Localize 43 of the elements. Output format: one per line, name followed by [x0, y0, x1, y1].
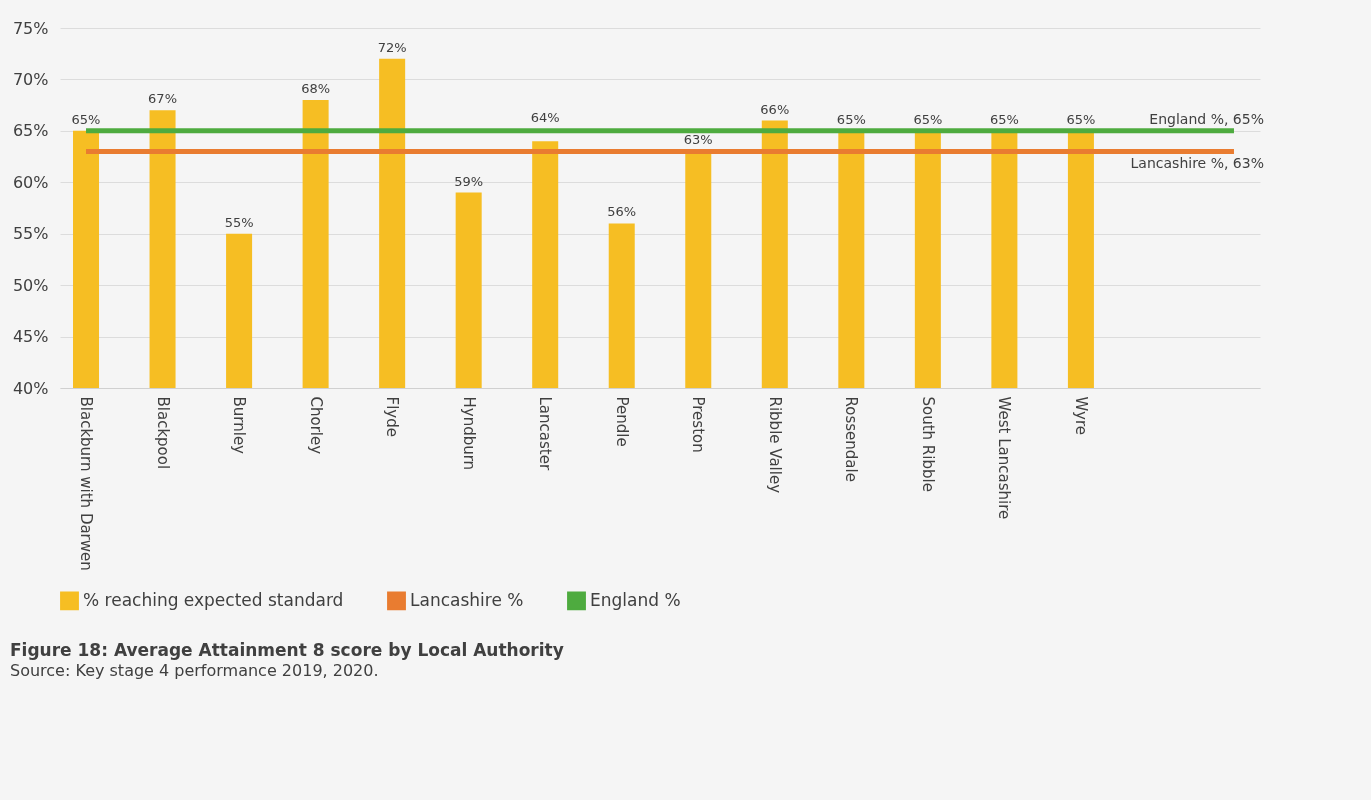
- y-tick-label: 40%: [12, 378, 49, 398]
- data-label: 67%: [148, 91, 177, 107]
- x-tick-label: Ribble Valley: [765, 396, 784, 494]
- data-label: England %, 65%: [1149, 110, 1264, 127]
- data-label: 64%: [530, 110, 560, 126]
- x-tick-label: Hyndburn: [459, 396, 478, 471]
- x-tick-label: Chorley: [306, 396, 325, 455]
- y-tick-label: 50%: [12, 275, 49, 295]
- y-tick-label: 70%: [12, 69, 49, 89]
- y-tick-label: 75%: [12, 18, 49, 38]
- data-label: 68%: [301, 81, 331, 96]
- data-label: Lancashire %, 63%: [1130, 155, 1264, 172]
- data-label: 66%: [760, 101, 790, 117]
- x-tick-label: West Lancashire: [995, 396, 1014, 520]
- y-tick-label: 55%: [12, 224, 49, 244]
- x-tick-label: Pendle: [612, 396, 631, 447]
- legend-label: Lancashire %: [410, 589, 524, 610]
- x-tick-label: Wyre: [1071, 396, 1090, 436]
- data-label: 65%: [836, 111, 866, 127]
- legend-label: England %: [590, 589, 681, 610]
- x-tick-label: Burnley: [230, 396, 249, 455]
- x-tick-label: Preston: [689, 396, 708, 453]
- data-label: 65%: [71, 111, 101, 127]
- x-tick-label: Flyde: [383, 396, 402, 437]
- x-tick-label: Rossendale: [842, 396, 861, 482]
- data-label: 65%: [913, 111, 943, 127]
- data-label: 63%: [683, 132, 713, 148]
- source-note: Source: Key stage 4 performance 2019, 2020.: [10, 661, 379, 680]
- legend-label: % reaching expected standard: [83, 589, 344, 610]
- x-tick-label: South Ribble: [918, 396, 937, 492]
- data-label: 56%: [607, 204, 637, 220]
- y-tick-label: 45%: [12, 327, 49, 347]
- x-tick-label: Lancaster: [536, 396, 555, 471]
- y-tick-label: 60%: [12, 172, 49, 192]
- data-label: 55%: [224, 214, 254, 230]
- y-tick-label: 65%: [12, 121, 49, 141]
- data-label: 65%: [1066, 111, 1096, 127]
- x-tick-label: Blackburn with Darwen: [77, 396, 96, 571]
- data-label: 59%: [454, 173, 484, 189]
- data-label: 65%: [989, 111, 1019, 127]
- text: Figure 18: Average Attainment 8 score by Local Authority: [10, 640, 564, 660]
- x-tick-label: Blackpool: [153, 396, 172, 470]
- data-label: 72%: [377, 39, 407, 55]
